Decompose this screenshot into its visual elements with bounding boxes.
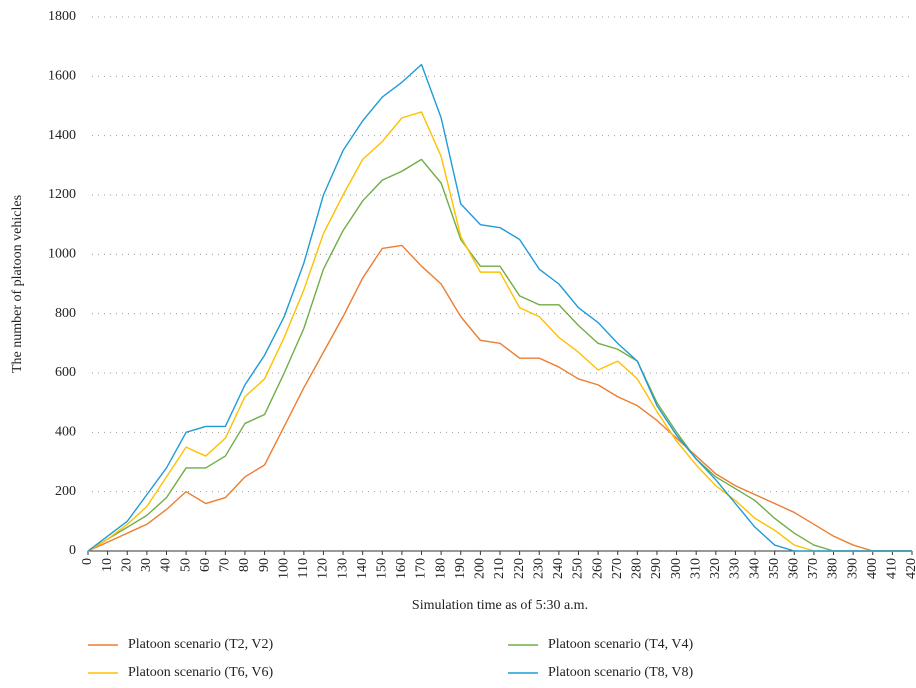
- x-tick-label: 20: [119, 558, 134, 572]
- x-tick-label: 110: [296, 558, 311, 578]
- x-tick-label: 190: [453, 558, 468, 579]
- x-axis-label: Simulation time as of 5:30 a.m.: [412, 598, 588, 613]
- x-tick-label: 370: [806, 558, 821, 579]
- x-tick-label: 320: [708, 558, 723, 579]
- x-tick-label: 390: [845, 558, 860, 579]
- y-axis-label: The number of platoon vehicles: [10, 195, 25, 373]
- x-tick-label: 300: [669, 558, 684, 579]
- x-tick-label: 410: [885, 558, 900, 579]
- x-tick-label: 400: [865, 558, 880, 579]
- legend-label: Platoon scenario (T6, V6): [128, 665, 273, 680]
- x-tick-label: 40: [159, 558, 174, 572]
- x-tick-label: 420: [904, 558, 916, 579]
- legend-label: Platoon scenario (T2, V2): [128, 637, 273, 652]
- x-tick-label: 100: [276, 558, 291, 579]
- x-tick-label: 30: [139, 558, 154, 572]
- x-tick-label: 0: [80, 558, 95, 565]
- y-tick-label: 1600: [48, 69, 76, 84]
- y-tick-label: 1800: [48, 9, 76, 24]
- x-tick-label: 120: [316, 558, 331, 579]
- x-tick-label: 200: [473, 558, 488, 579]
- series-line: [87, 158, 912, 552]
- x-tick-label: 260: [590, 558, 605, 579]
- x-tick-label: 130: [335, 558, 350, 579]
- y-tick-label: 1200: [48, 187, 76, 202]
- x-tick-label: 80: [237, 558, 252, 572]
- x-tick-label: 90: [257, 558, 272, 572]
- x-tick-label: 150: [375, 558, 390, 579]
- x-tick-label: 270: [610, 558, 625, 579]
- x-tick-label: 230: [531, 558, 546, 579]
- x-tick-label: 170: [414, 558, 429, 579]
- x-tick-label: 210: [492, 558, 507, 579]
- x-tick-label: 380: [826, 558, 841, 579]
- y-tick-label: 1400: [48, 128, 76, 143]
- x-tick-label: 240: [551, 558, 566, 579]
- y-tick-label: 0: [69, 543, 76, 558]
- x-tick-label: 10: [100, 558, 115, 572]
- legend-label: Platoon scenario (T4, V4): [548, 637, 693, 652]
- x-tick-label: 140: [355, 558, 370, 579]
- x-tick-label: 70: [218, 558, 233, 572]
- x-tick-label: 250: [571, 558, 586, 579]
- y-tick-label: 200: [55, 484, 76, 499]
- series-line: [87, 111, 912, 552]
- x-tick-label: 180: [433, 558, 448, 579]
- x-tick-label: 220: [512, 558, 527, 579]
- series-line: [87, 63, 912, 552]
- y-tick-label: 800: [55, 306, 76, 321]
- y-tick-label: 400: [55, 425, 76, 440]
- x-tick-label: 60: [198, 558, 213, 572]
- y-tick-label: 600: [55, 365, 76, 380]
- x-tick-label: 350: [767, 558, 782, 579]
- x-tick-label: 330: [728, 558, 743, 579]
- x-tick-label: 50: [178, 558, 193, 572]
- y-tick-label: 1000: [48, 247, 76, 262]
- x-tick-label: 340: [747, 558, 762, 579]
- x-tick-label: 290: [649, 558, 664, 579]
- x-tick-label: 160: [394, 558, 409, 579]
- x-tick-label: 280: [630, 558, 645, 579]
- series-line: [87, 244, 912, 552]
- x-tick-label: 360: [787, 558, 802, 579]
- legend-label: Platoon scenario (T8, V8): [548, 665, 693, 680]
- x-tick-label: 310: [688, 558, 703, 579]
